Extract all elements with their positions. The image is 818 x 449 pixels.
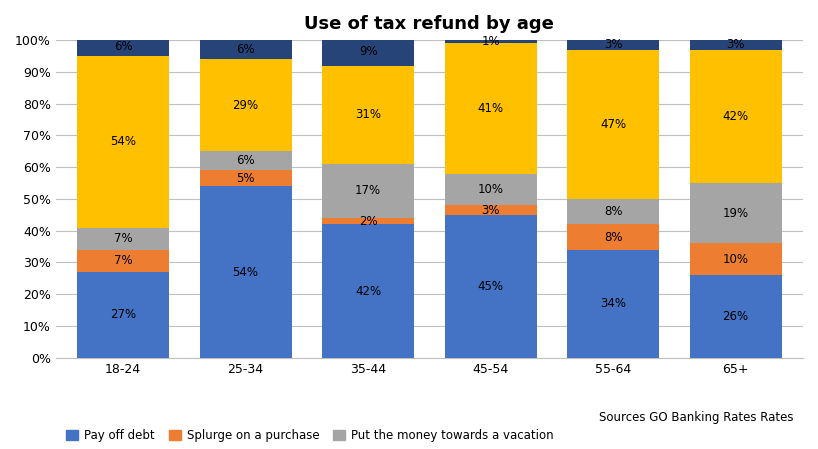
Text: 5%: 5% — [236, 172, 255, 185]
Text: 7%: 7% — [114, 255, 133, 268]
Bar — [200, 59, 291, 151]
Text: 6%: 6% — [236, 43, 255, 56]
Bar — [690, 50, 781, 183]
Text: 6%: 6% — [114, 40, 133, 53]
Text: 3%: 3% — [481, 203, 500, 216]
Text: 3%: 3% — [726, 38, 745, 51]
Bar — [445, 173, 537, 205]
Bar — [322, 224, 414, 358]
Bar — [445, 205, 537, 215]
Bar — [690, 243, 781, 275]
Bar — [690, 275, 781, 358]
Text: 31%: 31% — [355, 108, 381, 121]
Text: 8%: 8% — [604, 230, 622, 243]
Text: 27%: 27% — [110, 308, 136, 321]
Text: 10%: 10% — [478, 183, 504, 196]
Text: 7%: 7% — [114, 232, 133, 245]
Bar — [200, 40, 291, 59]
Bar — [445, 215, 537, 358]
Text: 8%: 8% — [604, 205, 622, 218]
Bar — [690, 183, 781, 243]
Bar — [445, 43, 537, 173]
Bar — [567, 50, 659, 199]
Bar — [690, 40, 781, 50]
Bar — [567, 40, 659, 50]
Text: 29%: 29% — [232, 99, 258, 112]
Text: 2%: 2% — [359, 215, 377, 228]
Bar — [322, 37, 414, 66]
Bar — [77, 250, 169, 272]
Bar — [567, 250, 659, 358]
Text: 54%: 54% — [110, 135, 136, 148]
Text: 34%: 34% — [600, 297, 626, 310]
Bar — [77, 37, 169, 56]
Text: Sources GO Banking Rates Rates: Sources GO Banking Rates Rates — [599, 411, 793, 424]
Text: 42%: 42% — [355, 285, 381, 298]
Text: 6%: 6% — [236, 154, 255, 167]
Bar — [200, 151, 291, 170]
Bar — [322, 218, 414, 224]
Text: 19%: 19% — [722, 207, 748, 220]
Text: 54%: 54% — [232, 265, 258, 278]
Bar — [445, 40, 537, 43]
Bar — [200, 170, 291, 186]
Text: 3%: 3% — [604, 38, 622, 51]
Bar — [77, 228, 169, 250]
Bar — [322, 164, 414, 218]
Text: 41%: 41% — [478, 102, 504, 115]
Text: 47%: 47% — [600, 118, 627, 131]
Text: 45%: 45% — [478, 280, 504, 293]
Bar — [567, 224, 659, 250]
Bar — [77, 56, 169, 228]
Text: 1%: 1% — [481, 35, 500, 48]
Text: 26%: 26% — [722, 310, 748, 323]
Text: 10%: 10% — [722, 253, 748, 266]
Bar — [322, 66, 414, 164]
Title: Use of tax refund by age: Use of tax refund by age — [304, 15, 555, 33]
Bar — [77, 272, 169, 358]
Text: 9%: 9% — [359, 45, 377, 58]
Text: 17%: 17% — [355, 185, 381, 198]
Text: 42%: 42% — [722, 110, 748, 123]
Bar — [200, 186, 291, 358]
Bar — [567, 199, 659, 224]
